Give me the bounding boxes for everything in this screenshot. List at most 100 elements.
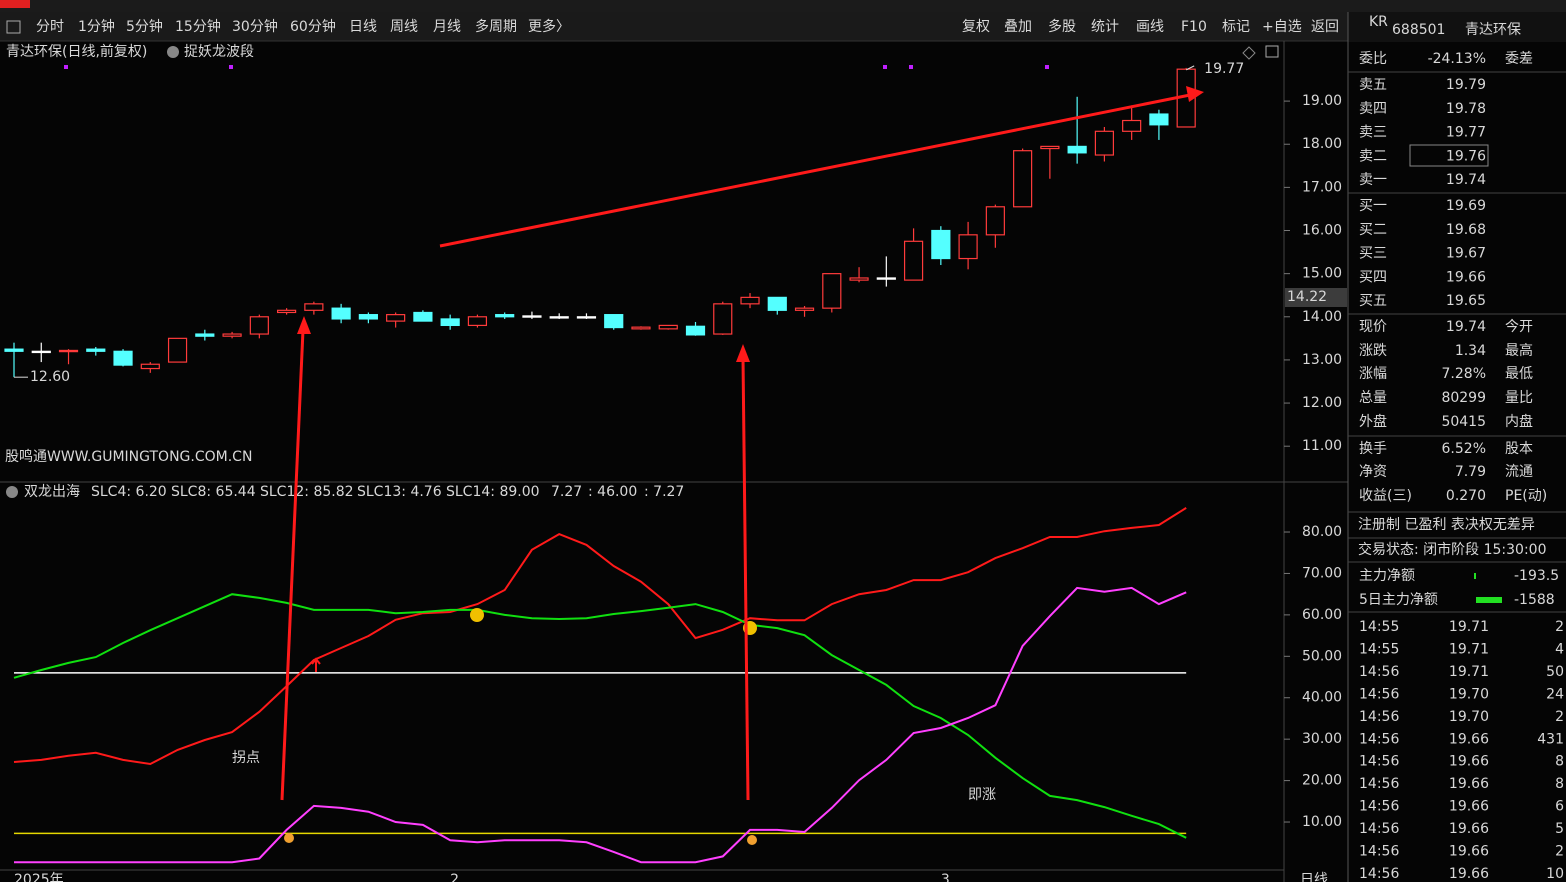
indicator-icon[interactable]: [167, 46, 179, 58]
signal-icon: [284, 833, 294, 843]
trade-volume: 8: [1555, 754, 1564, 770]
chart-title: 青达环保(日线,前复权): [6, 43, 147, 60]
trade-time: 14:56: [1359, 821, 1399, 837]
candle-body: [1040, 145, 1060, 150]
candle-body: [767, 296, 787, 311]
candle-body: [195, 333, 215, 337]
trade-volume: 2: [1555, 619, 1564, 635]
ask-price: 19.76: [1446, 148, 1486, 164]
period-tab[interactable]: 60分钟: [290, 18, 336, 35]
dot: [229, 65, 233, 69]
period-tab[interactable]: 日线: [349, 19, 377, 35]
y-tick-label: 80.00: [1302, 524, 1342, 540]
ask-label: 卖二: [1359, 148, 1387, 164]
stat-label: PE(动): [1505, 488, 1547, 504]
tool-button[interactable]: 返回: [1311, 19, 1339, 35]
stat-value: 1.34: [1455, 343, 1486, 359]
y-tick-label: 17.00: [1302, 179, 1342, 195]
trade-volume: 24: [1546, 686, 1564, 702]
candle-body: [876, 277, 896, 280]
trade-price: 19.66: [1449, 799, 1489, 815]
ask-price: 19.77: [1446, 125, 1486, 141]
period-tab[interactable]: 月线: [433, 19, 461, 35]
row-label: 委比: [1359, 51, 1387, 67]
tool-button[interactable]: 统计: [1091, 19, 1119, 35]
trade-time: 14:56: [1359, 731, 1399, 747]
period-label: 日线: [1300, 872, 1328, 882]
window-button[interactable]: [1265, 45, 1279, 58]
indicator-icon[interactable]: [6, 486, 18, 498]
period-tab[interactable]: 5分钟: [126, 18, 163, 35]
legend-entry: : 46.00: [588, 484, 637, 500]
period-tab[interactable]: 多周期: [475, 18, 517, 35]
tool-button[interactable]: F10: [1181, 19, 1207, 35]
trade-price: 19.71: [1449, 641, 1489, 657]
legend-entry: SLC8: 65.44: [171, 484, 256, 500]
candle-body: [985, 206, 1005, 236]
trade-time: 14:55: [1359, 641, 1399, 657]
period-tab[interactable]: 1分钟: [78, 18, 115, 35]
tool-button[interactable]: +自选: [1262, 19, 1302, 35]
flow-bar: [1476, 597, 1502, 603]
signal-icon: [747, 835, 757, 845]
period-tab[interactable]: 15分钟: [175, 18, 221, 35]
trade-time: 14:56: [1359, 776, 1399, 792]
y-tick-label: 14.00: [1302, 309, 1342, 325]
row-value: -24.13%: [1428, 51, 1486, 67]
candle-body: [576, 316, 597, 319]
tool-button[interactable]: 多股: [1048, 18, 1076, 35]
y-tick-label: 60.00: [1302, 607, 1342, 623]
bid-label: 买四: [1359, 269, 1387, 285]
stat-value: 19.74: [1446, 319, 1486, 335]
candle-body: [931, 229, 951, 260]
stat-label: 外盘: [1359, 413, 1387, 430]
tool-button[interactable]: 叠加: [1004, 19, 1032, 35]
stat-value: 6.52%: [1442, 441, 1486, 457]
x-tick-label: 2: [450, 872, 459, 882]
stat-label: 净资: [1359, 464, 1387, 480]
candle-body: [740, 296, 760, 305]
tool-button[interactable]: 复权: [962, 18, 990, 35]
period-tab[interactable]: 更多〉: [528, 18, 570, 35]
annotation: 拐点: [232, 750, 260, 766]
high-pointer: [1185, 65, 1195, 71]
indicator-line: [13, 593, 1187, 839]
status: 交易状态: 闭市阶段 15:30:00: [1358, 541, 1547, 558]
stat-label: 流通: [1505, 464, 1533, 480]
candle-body: [440, 318, 460, 327]
dot: [64, 65, 68, 69]
period-tab[interactable]: 30分钟: [232, 18, 278, 35]
candle-body: [822, 273, 842, 309]
stat-label: 股本: [1505, 441, 1533, 457]
top-menu-bar: [0, 0, 1566, 12]
stat-label: 总量: [1359, 390, 1387, 406]
bid-price: 19.68: [1446, 222, 1486, 238]
stat-label: 收益(三): [1359, 488, 1412, 504]
stock-code: 688501: [1392, 22, 1445, 38]
y-tick-label: 13.00: [1302, 352, 1342, 368]
arrow-head: [1186, 86, 1204, 102]
candle-body: [1013, 150, 1033, 208]
trade-volume: 6: [1555, 799, 1564, 815]
diamond-icon[interactable]: [1242, 46, 1256, 60]
candle-body: [31, 350, 51, 354]
trade-price: 19.66: [1449, 754, 1489, 770]
bid-label: 买一: [1359, 198, 1387, 214]
candle-body: [849, 277, 869, 281]
period-tab[interactable]: 分时: [36, 19, 64, 35]
high-label: 19.77: [1204, 61, 1244, 77]
candle-body: [958, 234, 978, 260]
stat-label: 现价: [1359, 319, 1387, 335]
tool-button[interactable]: 画线: [1136, 19, 1164, 35]
candle-body: [794, 307, 815, 311]
tool-button[interactable]: 标记: [1222, 19, 1250, 35]
flow-value: -1588: [1514, 592, 1555, 608]
crosshair-label-box: [1285, 288, 1347, 307]
period-tab[interactable]: 周线: [390, 19, 418, 35]
stat-value: 0.270: [1446, 488, 1486, 504]
trade-volume: 2: [1555, 844, 1564, 860]
y-tick-label: 11.00: [1302, 438, 1342, 454]
panel-toggle[interactable]: [6, 20, 21, 34]
indicator-line: [13, 507, 1187, 766]
